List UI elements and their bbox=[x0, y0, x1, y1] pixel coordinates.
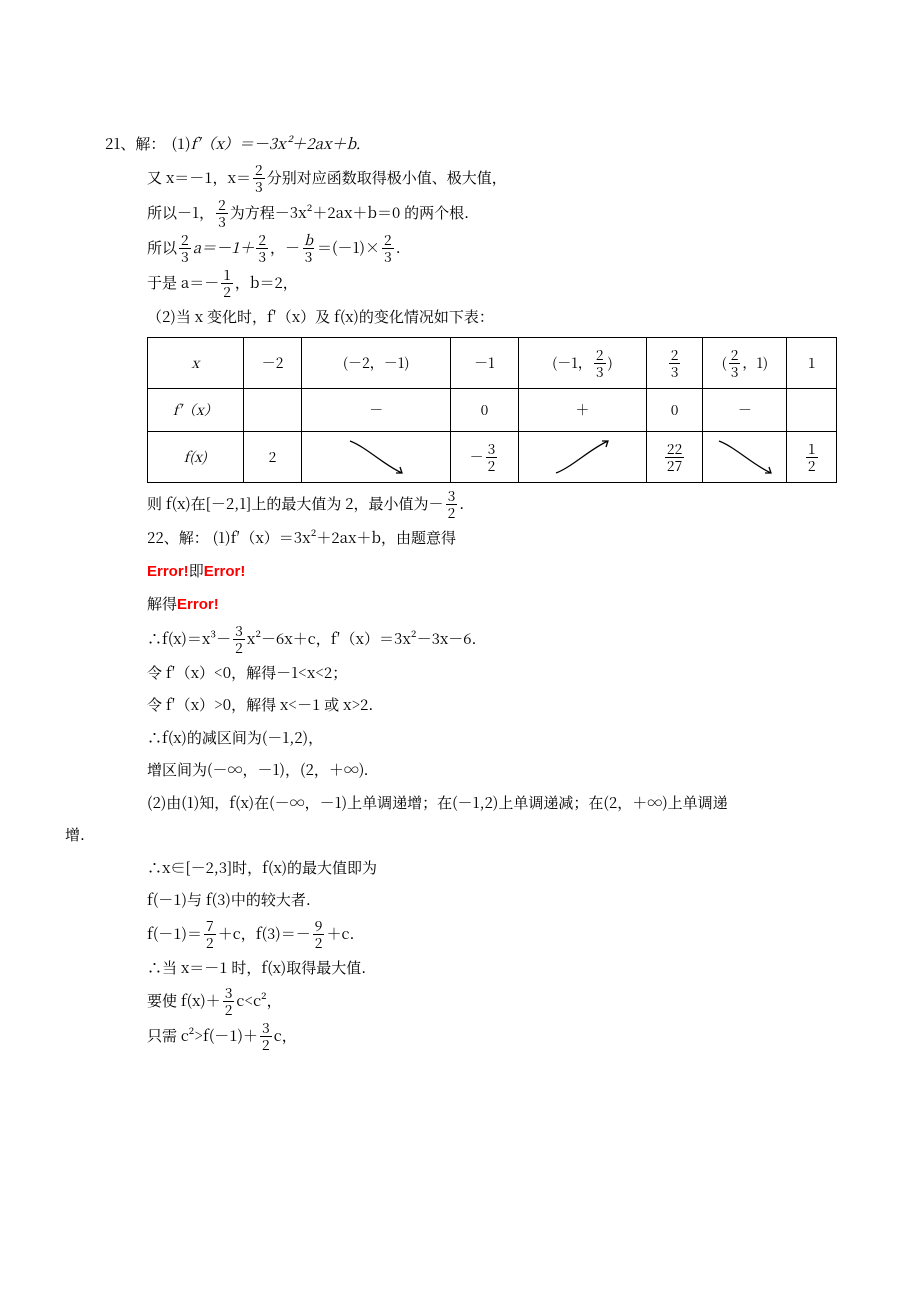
q21-part1-label: (1) bbox=[171, 130, 190, 159]
q22-line7: (2)由(1)知，f(x)在(－∞，－1)上单调递增；在(－1,2)上单调递减；… bbox=[105, 789, 815, 818]
frac-2-3: 23 bbox=[216, 198, 228, 229]
q22-line6: 增区间为(－∞，－1)，(2，＋∞). bbox=[105, 756, 815, 785]
q21-line4: 所以 23 a＝－1＋ 23 ，－ b3 ＝(－1)× 23 . bbox=[105, 233, 815, 264]
behavior-table: x －2 (－2，－1) －1 (－1， 23 ) 23 ( 23 ，1) 1 … bbox=[147, 337, 837, 483]
table-row-f: f(x) 2 － 32 2227 12 bbox=[148, 432, 837, 483]
q22-line5: ∴f(x)的减区间为(－1,2)， bbox=[105, 724, 815, 753]
q21-line7: 则 f(x)在[－2,1]上的最大值为 2，最小值为－ 32 . bbox=[105, 489, 815, 520]
q22-line4: 令 f′（x）>0，解得 x<－1 或 x>2. bbox=[105, 691, 815, 720]
q22-line12: 要使 f(x)＋ 32 c<c²， bbox=[105, 986, 815, 1017]
q21-line1: 21、解： (1) f′（x）＝－3x²＋2ax＋b. bbox=[105, 130, 815, 159]
q21-line2: 又 x＝－1，x＝ 23 分别对应函数取得极小值、极大值， bbox=[105, 163, 815, 194]
error-text: Error! bbox=[177, 596, 219, 613]
q22-line9: f(－1)与 f(3)中的较大者. bbox=[105, 886, 815, 915]
q22-line1: 22、解： (1)f′（x）＝3x²＋2ax＋b，由题意得 bbox=[105, 524, 815, 553]
cell-x: x bbox=[148, 338, 244, 389]
error-text: Error! bbox=[147, 563, 189, 580]
q21-fprime-expr: f′（x）＝－3x²＋2ax＋b. bbox=[191, 130, 361, 159]
table-row-fprime: f′（x） － 0 ＋ 0 － bbox=[148, 389, 837, 432]
q21-line5: 于是 a＝－ 12 ，b＝2， bbox=[105, 268, 815, 299]
arrow-down-icon bbox=[302, 432, 451, 483]
q22-line13: 只需 c²>f(－1)＋ 32 c， bbox=[105, 1021, 815, 1052]
q22-error1: Error!即Error! bbox=[105, 557, 815, 587]
q21-head: 21、解： bbox=[105, 130, 165, 159]
q21-line3: 所以－1， 23 为方程－3x²＋2ax＋b＝0 的两个根. bbox=[105, 198, 815, 229]
q22-line11: ∴当 x＝－1 时，f(x)取得最大值. bbox=[105, 954, 815, 983]
q22-line10: f(－1)＝ 72 ＋c，f(3)＝－ 92 ＋c. bbox=[105, 919, 815, 950]
q22-error2: 解得Error! bbox=[105, 590, 815, 620]
table-row-x: x －2 (－2，－1) －1 (－1， 23 ) 23 ( 23 ，1) 1 bbox=[148, 338, 837, 389]
arrow-up-icon bbox=[518, 432, 646, 483]
frac-2-3: 23 bbox=[253, 163, 265, 194]
q22-line2: ∴f(x)＝x³－ 32 x²－6x＋c，f′（x）＝3x²－3x－6. bbox=[105, 624, 815, 655]
q21-line6: （2)当 x 变化时，f′（x）及 f(x)的变化情况如下表： bbox=[105, 303, 815, 332]
arrow-down-icon bbox=[703, 432, 787, 483]
q22-line7b: 增. bbox=[65, 821, 815, 850]
q22-line8: ∴x∈[－2,3]时，f(x)的最大值即为 bbox=[105, 854, 815, 883]
q22-line3: 令 f′（x）<0，解得－1<x<2； bbox=[105, 659, 815, 688]
q22-head: 22、解： bbox=[147, 527, 209, 548]
error-text: Error! bbox=[204, 563, 246, 580]
